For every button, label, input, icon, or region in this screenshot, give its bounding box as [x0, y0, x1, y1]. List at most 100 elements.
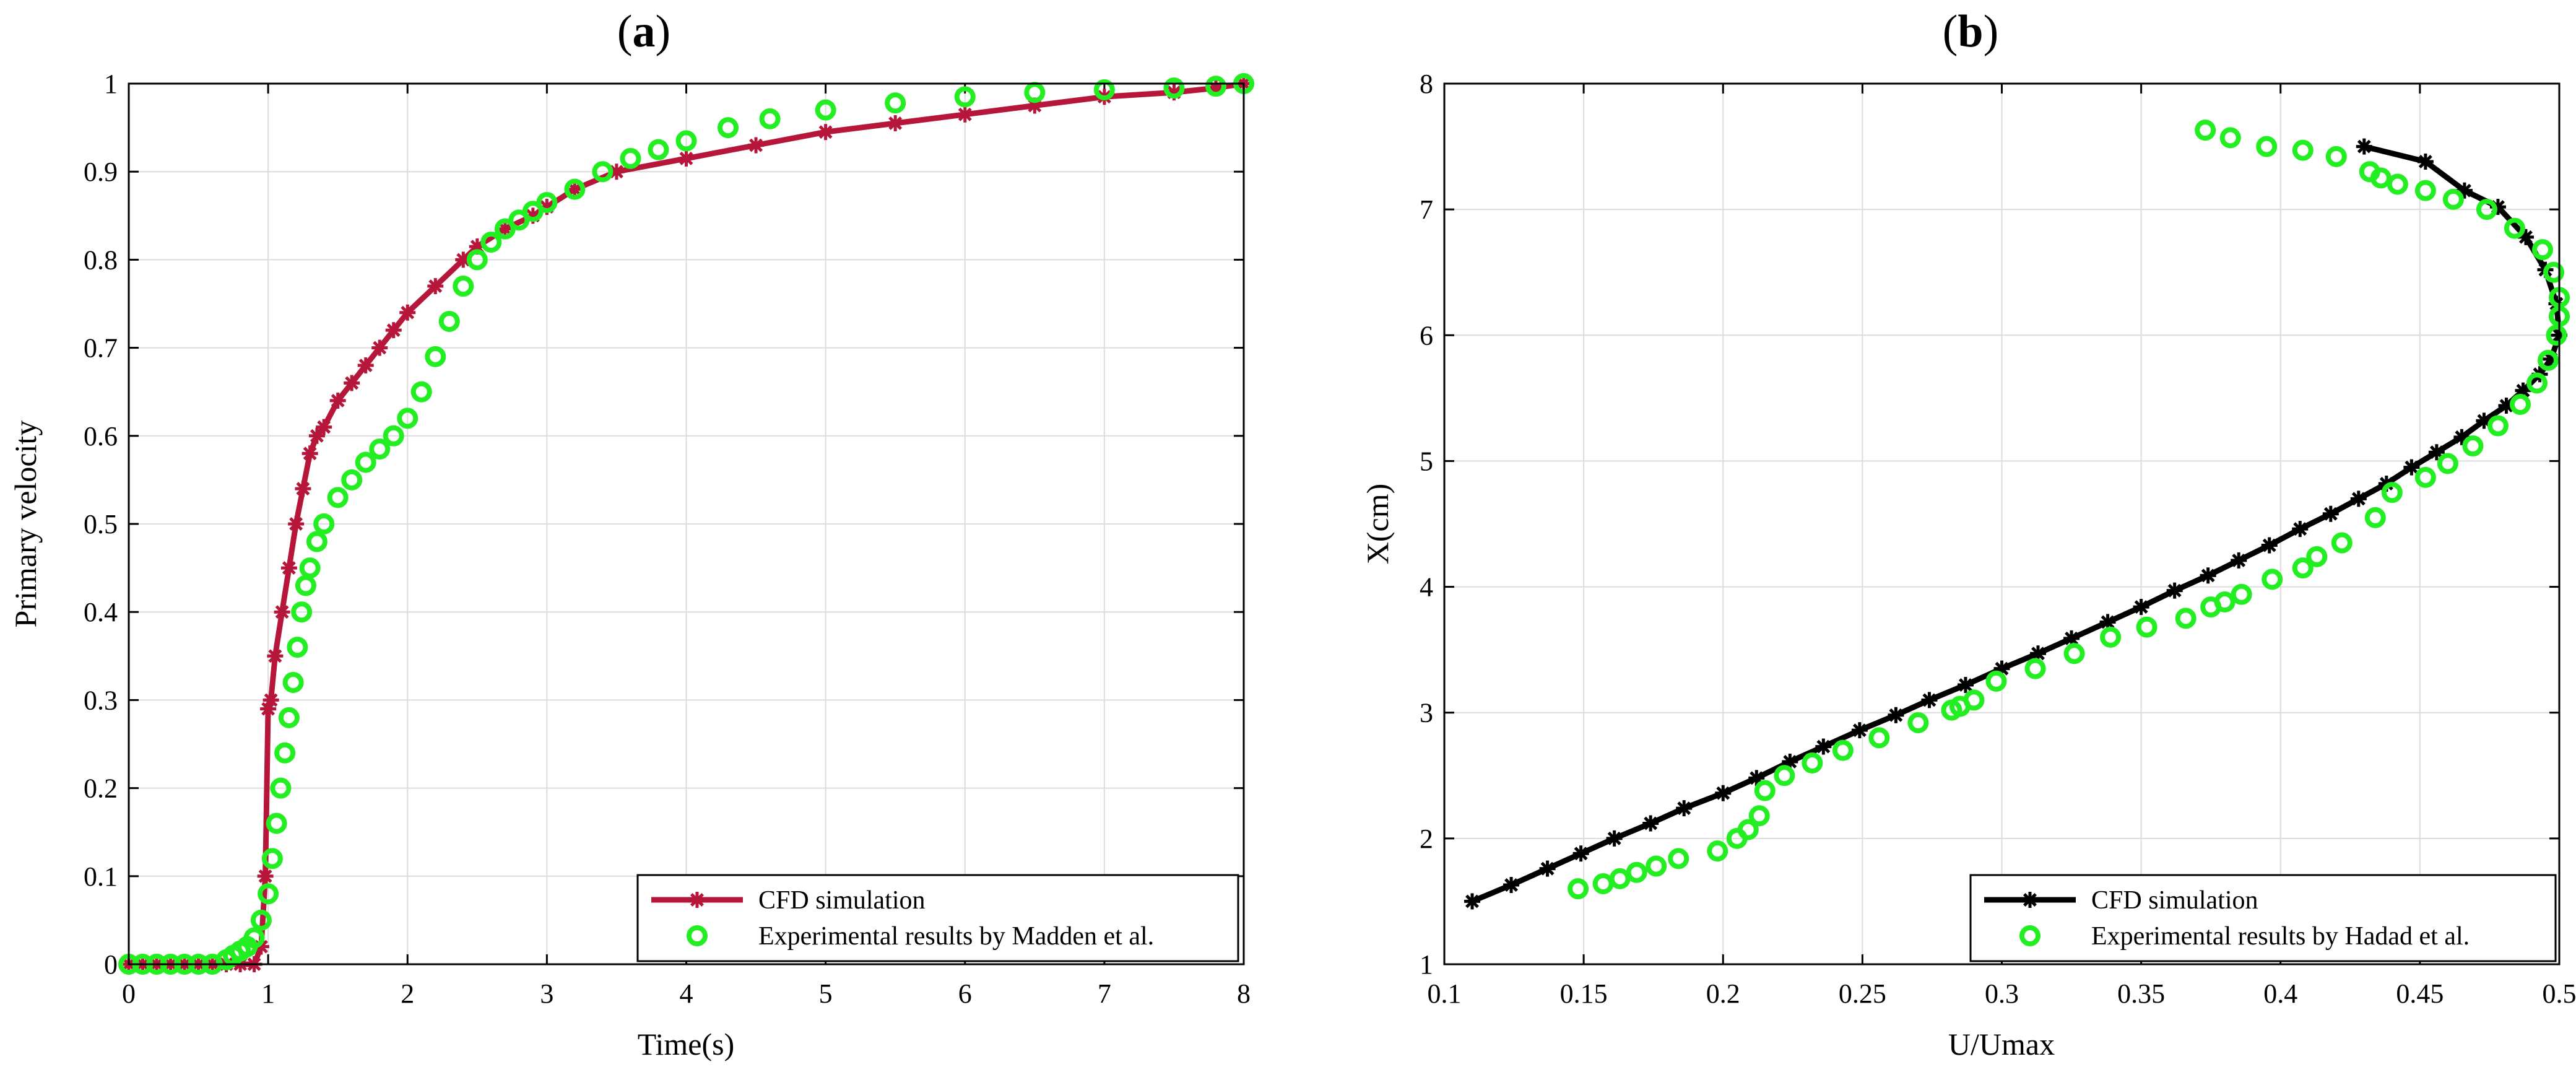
data-point — [1737, 819, 1759, 840]
data-point — [1093, 79, 1115, 100]
x-tick-label: 0.15 — [1560, 978, 1608, 1009]
data-point — [1646, 855, 1667, 877]
data-point — [497, 220, 513, 237]
data-point — [1985, 670, 2007, 692]
data-point — [2292, 521, 2309, 538]
data-point — [2100, 626, 2122, 648]
data-point — [282, 671, 304, 693]
data-point — [306, 531, 327, 552]
data-point — [2231, 583, 2252, 605]
axes-frame — [1443, 82, 2561, 965]
legend-marker — [2022, 892, 2038, 908]
data-point — [648, 139, 669, 160]
data-point — [2442, 188, 2464, 210]
data-point — [2403, 459, 2420, 476]
data-point — [1568, 878, 1589, 900]
data-point — [357, 357, 374, 374]
x-tick-label: 0 — [122, 978, 136, 1009]
data-point — [243, 927, 265, 949]
data-point — [2331, 532, 2353, 554]
data-point — [1539, 860, 1556, 877]
data-point — [1921, 692, 1938, 708]
x-tick-label: 3 — [540, 978, 553, 1009]
data-point — [1163, 77, 1185, 99]
series-2 — [1568, 120, 2570, 900]
x-tick-label: 0.45 — [2396, 978, 2444, 1009]
data-point — [2381, 482, 2403, 503]
data-point — [1957, 677, 1974, 694]
data-point — [291, 601, 313, 623]
y-tick-label: 3 — [1420, 698, 1433, 728]
data-point — [1642, 815, 1659, 832]
data-point — [1609, 868, 1631, 889]
data-point — [508, 209, 530, 231]
y-tick-label: 6 — [1420, 320, 1433, 351]
data-point — [2417, 153, 2434, 170]
data-point — [280, 560, 297, 577]
data-point — [2136, 616, 2158, 638]
data-point — [427, 278, 444, 295]
x-tick-label: 8 — [1237, 978, 1251, 1009]
x-tick-label: 0.25 — [1839, 978, 1886, 1009]
data-point — [2546, 325, 2567, 346]
legend-box — [1969, 874, 2557, 962]
x-tick-label: 4 — [680, 978, 693, 1009]
y-tick-label: 7 — [1420, 194, 1433, 225]
data-point — [1707, 840, 1728, 862]
data-point — [2175, 608, 2197, 629]
data-point — [288, 516, 305, 532]
data-point — [2359, 161, 2380, 183]
y-tick-label: 0.4 — [84, 597, 118, 627]
data-point — [1832, 739, 1854, 761]
legend-box — [636, 874, 1239, 962]
data-point — [1715, 785, 1732, 801]
data-point — [355, 451, 376, 473]
data-point — [494, 218, 516, 240]
data-point — [425, 346, 446, 367]
y-tick-label: 0.7 — [84, 333, 118, 364]
data-point — [270, 777, 292, 799]
data-point — [2456, 182, 2473, 199]
y-tick-label: 8 — [1420, 69, 1433, 99]
data-point — [2364, 507, 2386, 528]
y-tick-label: 2 — [1420, 824, 1433, 854]
data-point — [329, 392, 346, 409]
data-point — [887, 115, 904, 131]
data-point — [327, 487, 349, 508]
data-point — [2504, 217, 2525, 239]
data-point — [266, 813, 287, 834]
data-point — [278, 707, 300, 728]
data-point — [2543, 261, 2564, 283]
data-point — [2256, 136, 2278, 157]
data-point — [885, 92, 906, 114]
axes-frame — [128, 82, 1245, 965]
data-point — [522, 201, 544, 222]
data-point — [1572, 845, 1589, 862]
data-point — [2350, 490, 2367, 507]
y-tick-label: 0.6 — [84, 421, 118, 451]
data-point — [1888, 707, 1904, 723]
data-point — [2195, 120, 2216, 141]
data-point — [2414, 180, 2436, 201]
x-axis-label: Time(s) — [638, 1027, 735, 1061]
data-point — [2292, 139, 2314, 161]
legend-label: CFD simulation — [758, 886, 926, 915]
x-tick-label: 5 — [819, 978, 833, 1009]
data-point — [1815, 738, 1832, 755]
legend-label: CFD simulation — [2091, 886, 2258, 915]
data-point — [1851, 722, 1868, 739]
legend-label: Experimental results by Hadad et al. — [2091, 922, 2470, 951]
data-point — [1868, 727, 1890, 749]
data-point — [369, 438, 391, 460]
data-point — [2487, 415, 2509, 437]
data-point — [1676, 800, 1693, 817]
y-tick-label: 0 — [104, 949, 118, 980]
data-point — [2166, 582, 2183, 599]
legend: CFD simulation Experimental results by Ma… — [636, 874, 1239, 962]
x-tick-label: 1 — [261, 978, 275, 1009]
data-point — [1606, 830, 1623, 847]
data-point — [1774, 765, 1795, 787]
data-point — [817, 124, 834, 141]
legend-label: Experimental results by Madden et al. — [758, 922, 1154, 951]
data-point — [2531, 239, 2553, 261]
